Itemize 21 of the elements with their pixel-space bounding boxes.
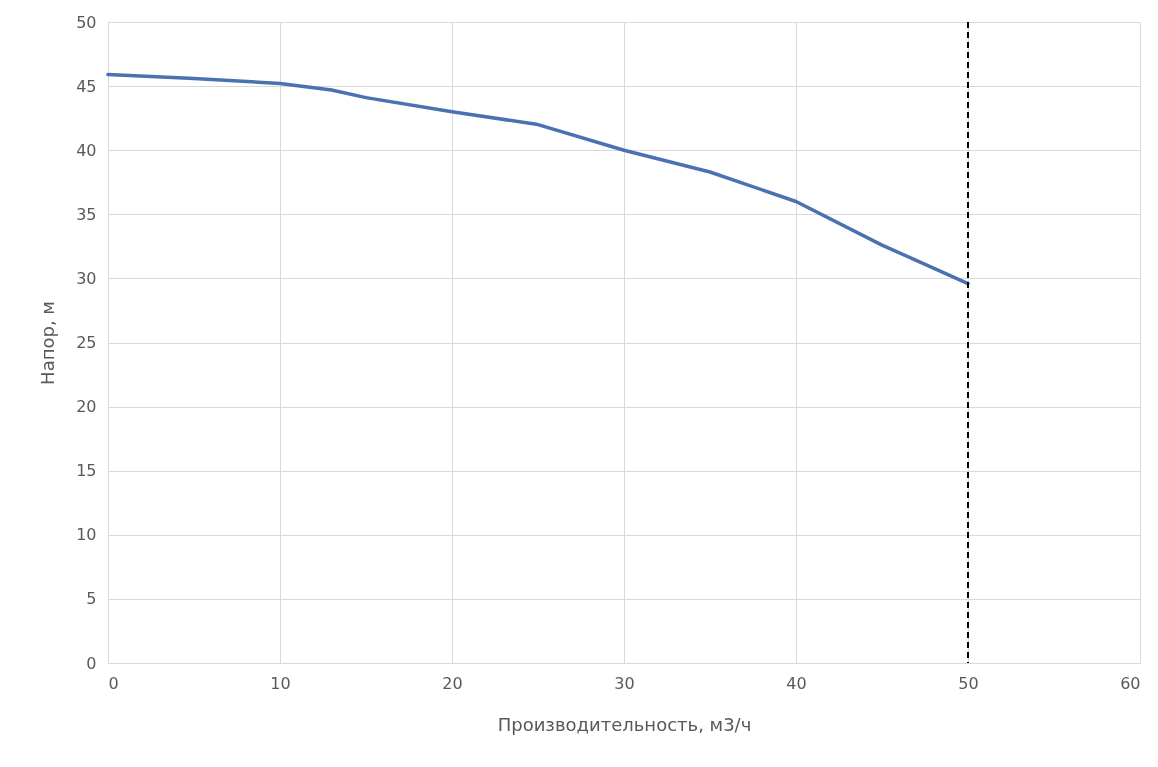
y-tick-label: 30 xyxy=(76,268,97,288)
y-axis-title: Напор, м xyxy=(37,301,59,385)
y-tick-label: 40 xyxy=(76,140,97,160)
x-tick-label: 40 xyxy=(786,673,807,693)
x-tick-label: 30 xyxy=(614,673,635,693)
x-tick-label: 10 xyxy=(270,673,291,693)
x-tick-label: 20 xyxy=(442,673,463,693)
y-tick-label: 10 xyxy=(76,525,97,545)
x-tick-label: 60 xyxy=(1120,673,1141,693)
y-tick-label: 15 xyxy=(76,461,97,481)
x-tick-label: 50 xyxy=(958,673,979,693)
x-axis-title: Производительность, м3/ч xyxy=(497,713,752,735)
y-tick-label: 5 xyxy=(86,589,97,609)
y-tick-label: 20 xyxy=(76,397,97,417)
y-tick-label: 25 xyxy=(76,333,97,352)
y-tick-label: 45 xyxy=(76,76,97,96)
y-tick-label: 50 xyxy=(76,12,97,32)
x-tick-label: 0 xyxy=(108,673,119,693)
line-series xyxy=(106,72,970,286)
y-tick-label: 35 xyxy=(76,204,97,224)
y-tick-label: 0 xyxy=(86,653,97,673)
